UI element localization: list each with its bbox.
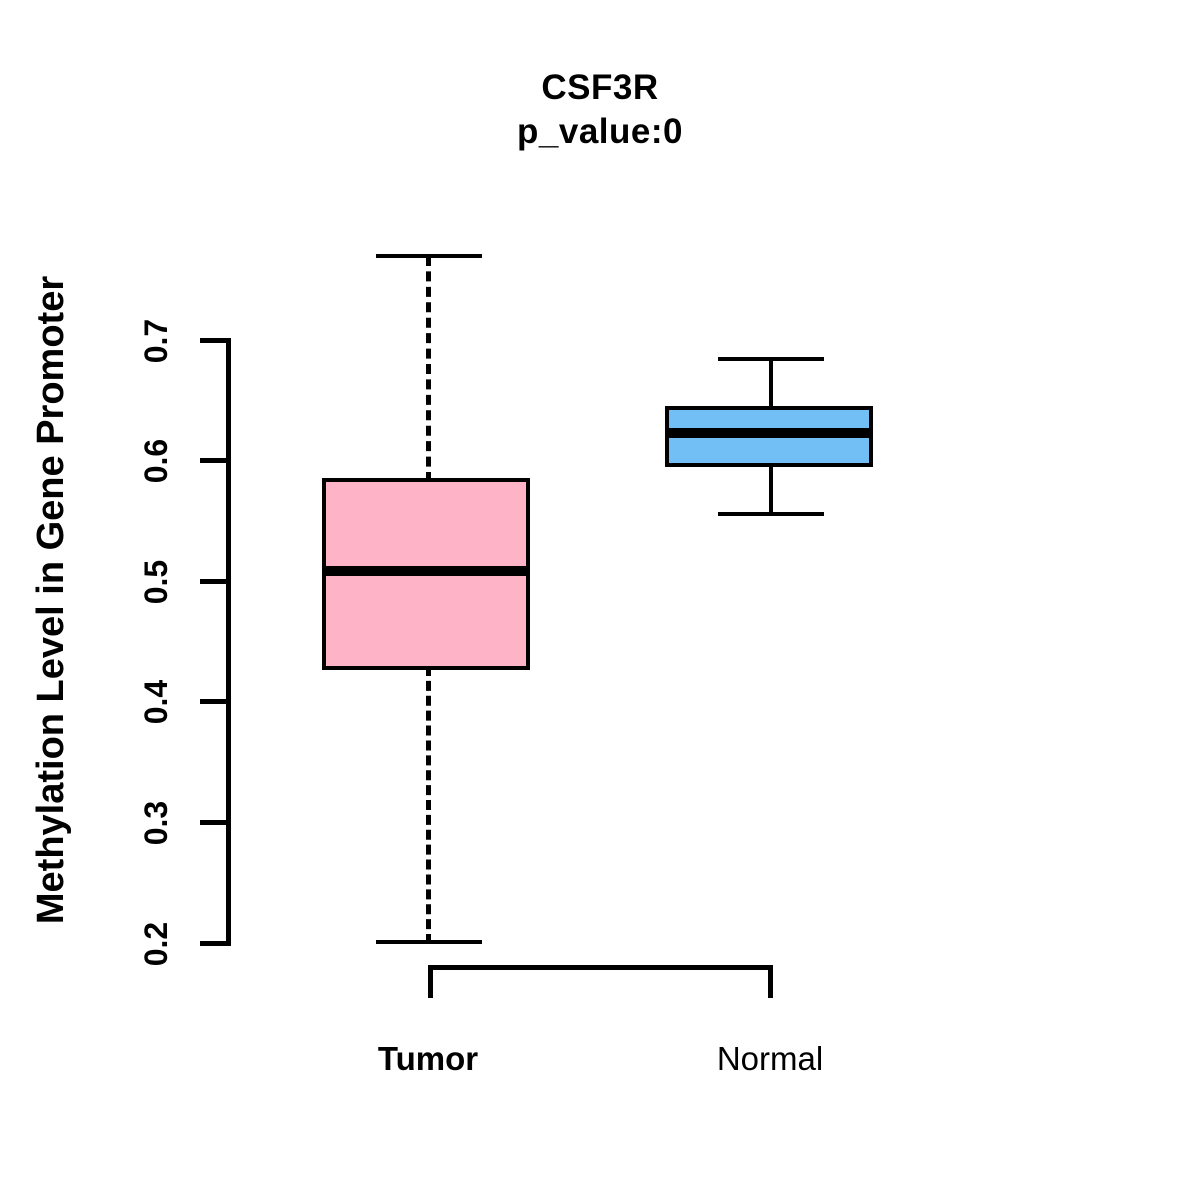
y-axis-title: Methylation Level in Gene Promoter <box>30 180 90 1020</box>
y-axis-tick-0.3 <box>200 820 228 825</box>
normal-lower-whisker-cap <box>718 512 824 516</box>
y-axis-spine <box>226 338 231 946</box>
y-tick-label-0: 0.7 <box>138 318 174 364</box>
tumor-lower-whisker-cap <box>376 940 482 944</box>
normal-upper-whisker <box>769 359 773 410</box>
normal-median-line <box>665 428 873 438</box>
y-axis-tick-0.4 <box>200 699 228 704</box>
normal-upper-whisker-cap <box>718 357 824 361</box>
page-title: CSF3R <box>541 68 659 107</box>
tumor-median-line <box>322 566 530 576</box>
y-axis-tick-0.7 <box>200 338 228 343</box>
y-tick-label-1: 0.6 <box>138 438 174 484</box>
x-axis-spine <box>428 965 773 970</box>
y-axis-title-text: Methylation Level in Gene Promoter <box>30 275 72 925</box>
y-tick-label-4: 0.3 <box>138 800 174 846</box>
y-tick-label-3: 0.4 <box>138 679 174 725</box>
x-axis-tick-tumor <box>428 965 433 998</box>
normal-lower-whisker <box>769 463 773 514</box>
tumor-upper-whisker <box>426 256 431 482</box>
chart-subtitle: p_value:0 <box>517 112 683 151</box>
y-axis-tick-0.2 <box>200 941 228 946</box>
y-tick-label-5: 0.2 <box>138 921 174 967</box>
x-tick-label-tumor: Tumor <box>377 1040 479 1077</box>
x-axis-tick-normal <box>768 965 773 998</box>
x-tick-label-normal: Normal <box>716 1040 824 1077</box>
title-block: CSF3R p_value:0 <box>0 66 1200 154</box>
tumor-upper-whisker-cap <box>376 254 482 258</box>
y-axis-tick-0.6 <box>200 458 228 463</box>
y-tick-label-2: 0.5 <box>138 559 174 605</box>
y-axis-tick-0.5 <box>200 579 228 584</box>
tumor-lower-whisker <box>426 666 431 944</box>
